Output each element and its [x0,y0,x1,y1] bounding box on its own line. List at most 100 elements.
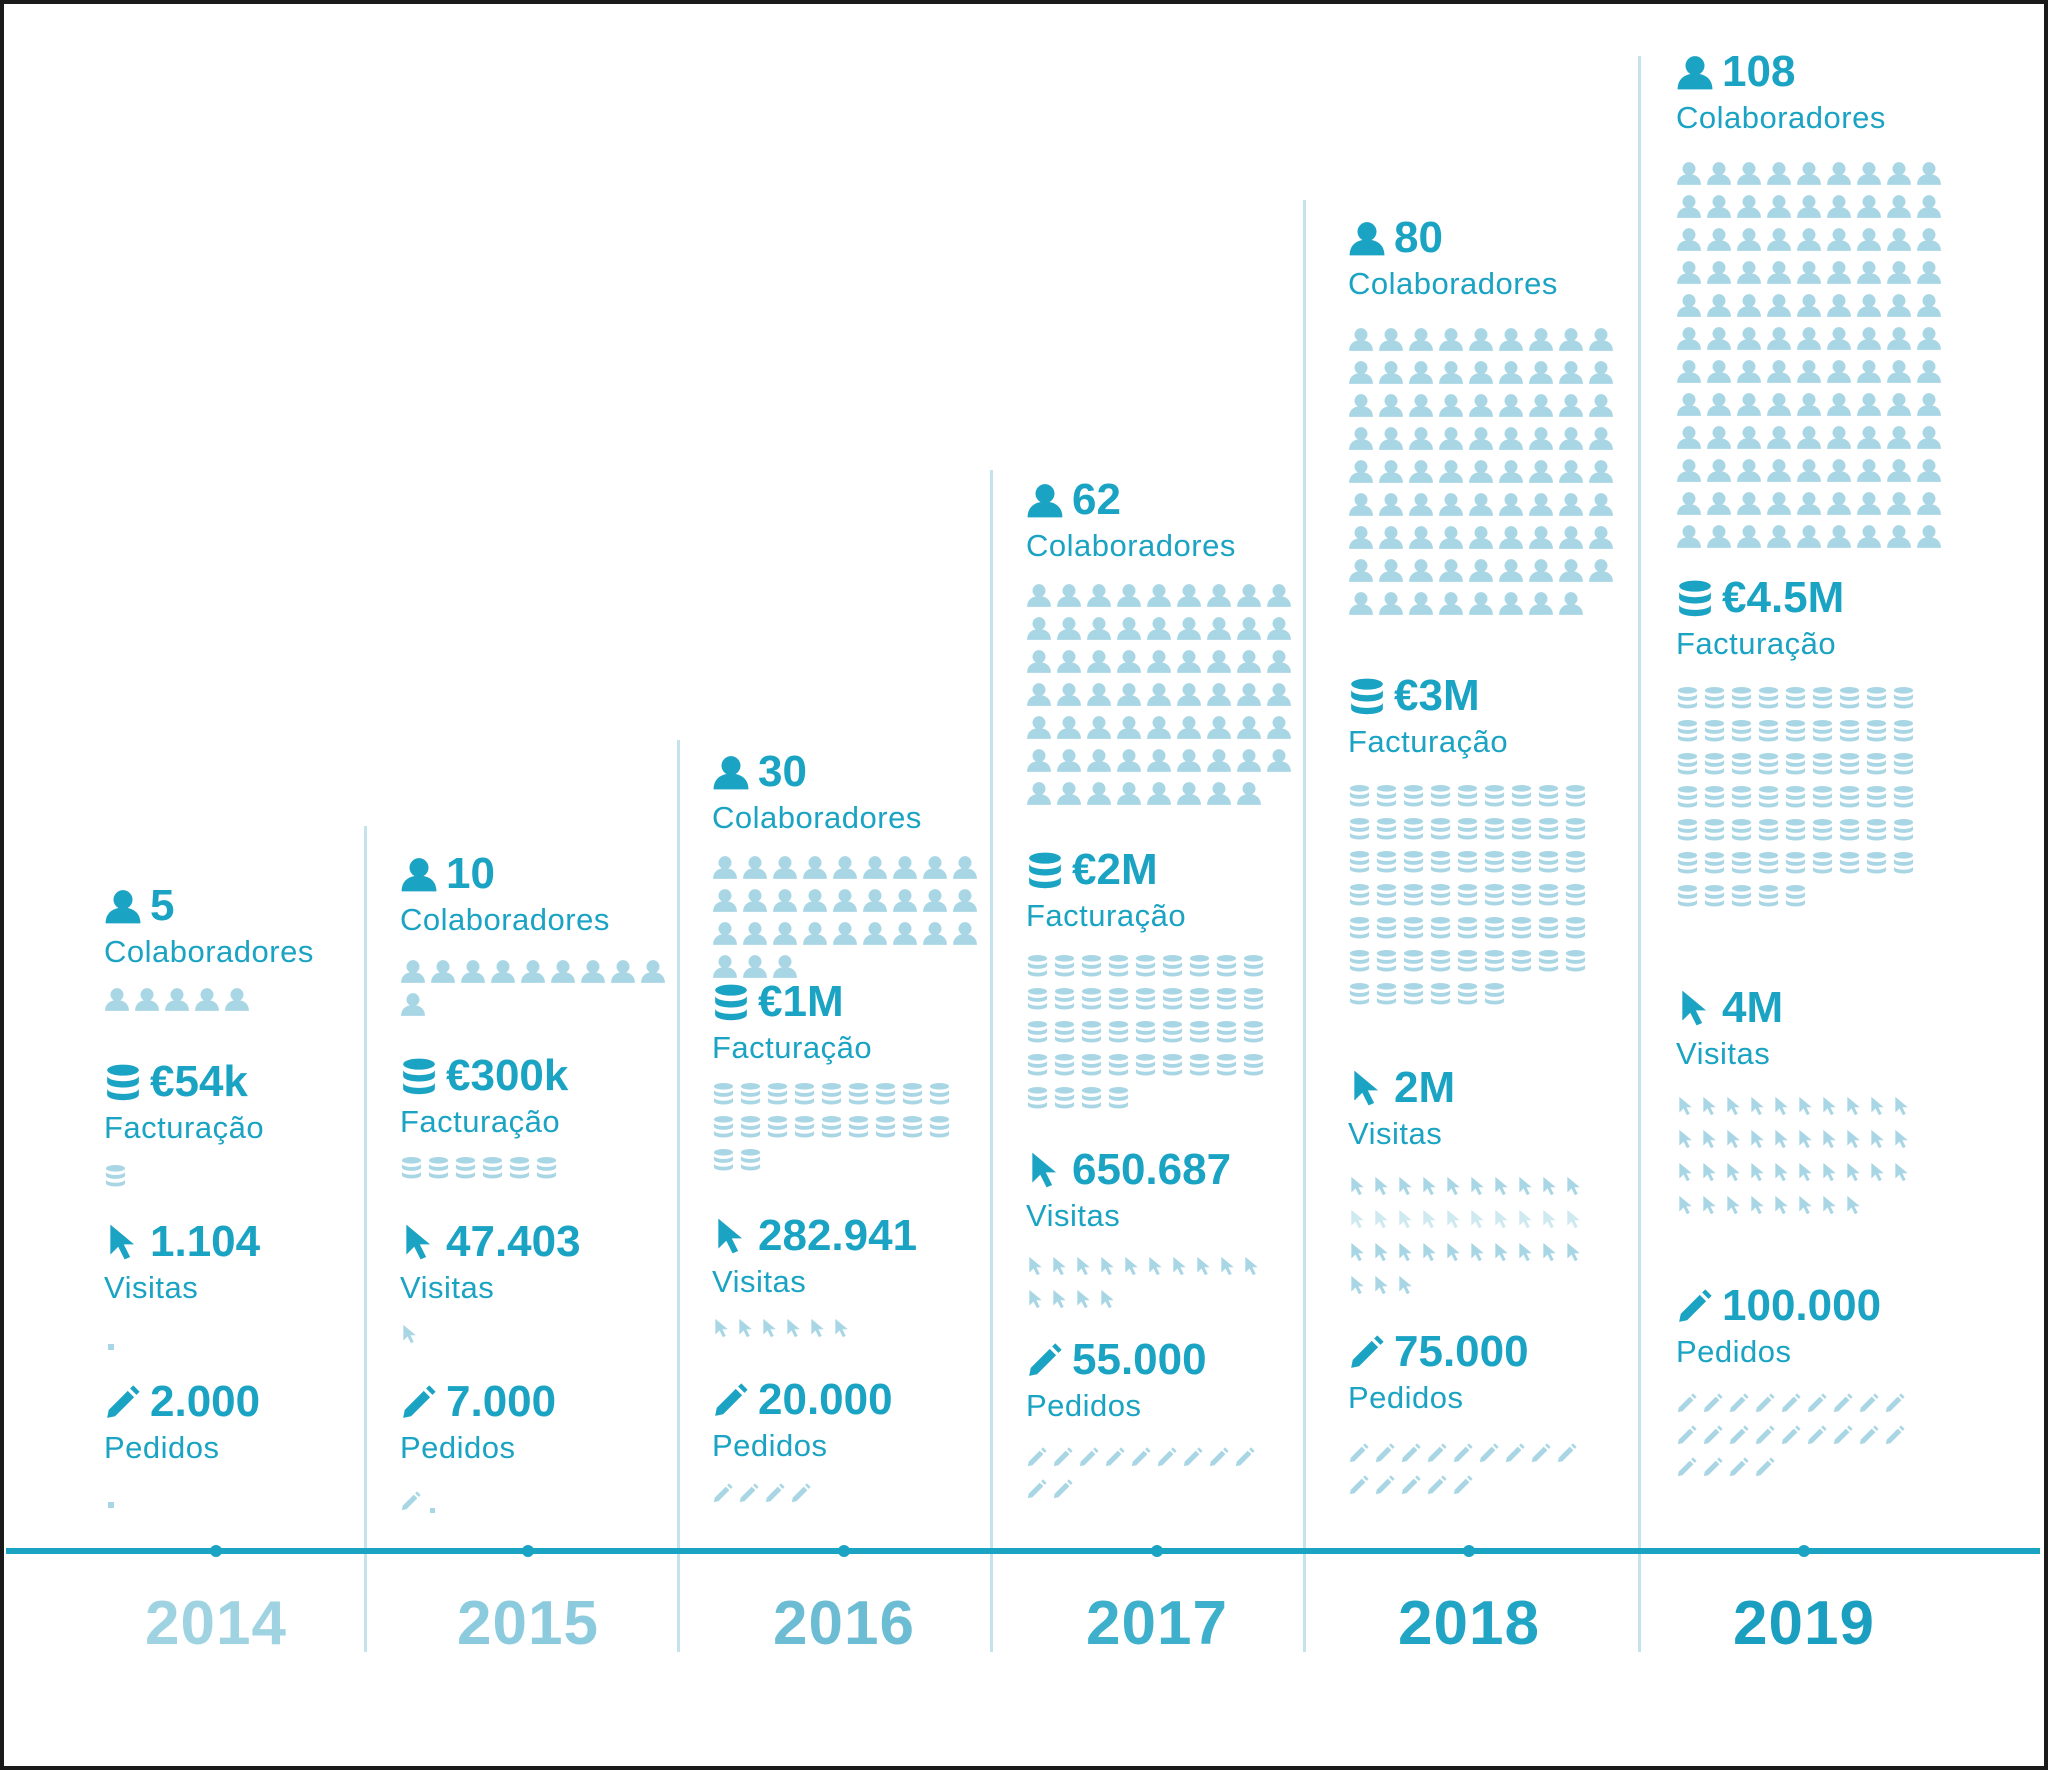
person-icon [1498,458,1528,491]
cursor-icon [760,1318,784,1351]
person-icon [430,958,460,991]
metric-label: Colaboradores [400,902,610,937]
coin-stack-icon [1757,752,1784,785]
pictogram-pedidos [712,1482,946,1514]
metric-label: Pedidos [400,1430,516,1465]
coin-stack-icon [1838,851,1865,884]
person-icon [772,887,802,920]
person-icon [1438,590,1468,623]
coin-stack-icon [1348,883,1375,916]
coin-stack-icon [1456,982,1483,1015]
metric-header: 47.403 [400,1216,581,1268]
coin-stack-icon [1811,719,1838,752]
cursor-icon [1892,1096,1916,1129]
person-icon [1826,226,1856,259]
pencil-icon [1052,1478,1078,1510]
metric-label: Visitas [1676,1036,1771,1071]
coin-stack-icon [1134,987,1161,1020]
person-icon [1916,292,1946,325]
cursor-icon [1700,1162,1724,1195]
person-icon [1706,523,1736,556]
coin-stack-icon [1703,686,1730,719]
person-icon [1026,780,1056,813]
person-icon [1206,582,1236,615]
coin-stack-icon [901,1082,928,1115]
coin-stack-icon [1375,982,1402,1015]
metric-value: 62 [1072,475,1121,524]
timeline-dot [522,1545,534,1557]
pencil-icon [1728,1392,1754,1424]
cursor-icon [1700,1129,1724,1162]
coin-stack-icon [1402,850,1429,883]
coin-stack-icon [1375,949,1402,982]
person-icon [922,887,952,920]
year-label: 2015 [457,1589,599,1658]
person-icon [1438,458,1468,491]
metric-value: €54k [150,1057,248,1106]
coin-stack-icon [1134,1053,1161,1086]
person-icon [164,986,194,1019]
coin-stack-icon [1784,884,1811,917]
person-icon [1736,424,1766,457]
coin-stack-icon [1757,686,1784,719]
person-icon [1916,523,1946,556]
person-icon [1558,392,1588,425]
coin-stack-icon [1510,850,1537,883]
person-icon [1086,780,1116,813]
person-icon [1736,325,1766,358]
person-icon [1826,160,1856,193]
cursor-icon [1372,1275,1396,1308]
coin-stack-icon [1757,851,1784,884]
person-icon [1266,714,1296,747]
metric-label: Facturação [400,1104,561,1139]
person-icon [1116,747,1146,780]
metric-value: 100.000 [1722,1281,1882,1330]
person-icon [1348,359,1378,392]
cursor-icon [1724,1195,1748,1228]
cursor-icon [1540,1176,1564,1209]
coin-stack-icon [1107,987,1134,1020]
person-icon [1378,590,1408,623]
pictogram-visitas [712,1318,952,1351]
pictogram-pedidos [1026,1446,1260,1510]
person-icon [1706,325,1736,358]
metric-header: 2.000 [104,1376,260,1428]
person-icon [1676,259,1706,292]
coin-stack-icon [1456,817,1483,850]
coin-stack-icon [1429,949,1456,982]
coin-stack-icon [1242,1020,1269,1053]
person-icon [1916,160,1946,193]
pencil-icon [104,1383,142,1421]
coin-stack-icon [1402,784,1429,817]
person-icon [1056,714,1086,747]
coin-stack-icon [1188,1053,1215,1086]
person-icon [1856,457,1886,490]
person-icon [1916,457,1946,490]
coin-stack-icon [1537,784,1564,817]
coin-stack-icon [847,1115,874,1148]
cursor-icon [1468,1209,1492,1242]
person-icon [1886,160,1916,193]
column-divider [1638,56,1641,1652]
metric-label: Facturação [1348,724,1509,759]
cursor-icon [1676,1162,1700,1195]
coin-stack-icon [712,1115,739,1148]
person-icon [1736,226,1766,259]
pencil-icon [1426,1474,1452,1506]
pencil-icon [1452,1442,1478,1474]
coin-stack-icon [1510,949,1537,982]
person-icon [1026,747,1056,780]
pencil-icon [1400,1474,1426,1506]
coin-stack-icon [1026,851,1064,889]
coin-stack-icon [1026,954,1053,987]
coin-stack-icon [1703,884,1730,917]
coin-stack-icon [1865,785,1892,818]
cursor-icon [736,1318,760,1351]
person-icon [1796,490,1826,523]
person-icon [1146,747,1176,780]
person-icon [1706,292,1736,325]
cursor-icon [1868,1129,1892,1162]
person-icon [550,958,580,991]
cursor-icon [1122,1256,1146,1289]
metric-label: Colaboradores [104,934,314,969]
